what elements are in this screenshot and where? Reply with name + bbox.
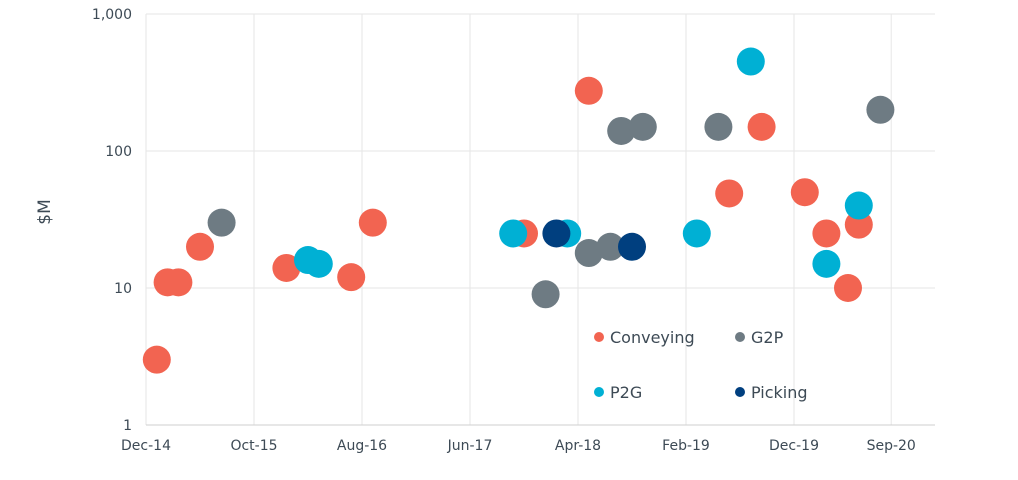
data-point-g2p [866,95,895,124]
data-point-conveying [164,268,193,297]
data-point-p2g [736,47,765,76]
data-point-g2p [596,232,625,261]
legend-marker [735,387,745,397]
data-point-conveying [142,345,171,374]
data-point-conveying [790,178,819,207]
data-point-p2g [499,219,528,248]
y-tick-label: 10 [114,281,132,297]
data-point-g2p [628,112,657,141]
legend-marker [594,387,604,397]
x-tick-label: Oct-15 [230,438,277,454]
data-points [142,47,895,374]
data-point-conveying [337,263,366,292]
data-point-g2p [207,208,236,237]
data-point-p2g [682,219,711,248]
y-tick-label: 100 [105,144,132,160]
x-tick-label: Feb-19 [662,438,710,454]
y-axis-ticks: 1 10 100 1,000 [92,7,132,434]
data-point-g2p [704,112,733,141]
data-point-p2g [304,249,333,278]
data-point-picking [542,219,571,248]
x-tick-label: Sep-20 [867,438,916,454]
data-point-conveying [812,219,841,248]
legend-label: Picking [751,383,808,402]
data-point-conveying [358,208,387,237]
data-point-conveying [186,232,214,261]
data-point-conveying [834,274,862,302]
legend-item-conveying: Conveying [594,328,695,347]
data-point-picking [618,232,646,261]
y-axis-label: $M [35,199,55,224]
data-point-conveying [715,179,744,208]
data-point-conveying [272,253,301,282]
legend-item-picking: Picking [735,383,808,402]
gridlines [145,13,935,426]
data-point-conveying [844,210,873,239]
data-point-p2g [844,191,873,220]
legend-item-p2g: P2G [594,383,642,402]
x-tick-label: Jun-17 [447,438,493,454]
legend-item-g2p: G2P [735,328,784,347]
x-tick-label: Dec-14 [121,438,171,454]
legend-label: P2G [610,383,642,402]
x-tick-label: Aug-16 [337,438,387,454]
legend-label: G2P [751,328,784,347]
x-tick-label: Dec-19 [769,438,819,454]
y-tick-label: 1,000 [92,7,132,23]
legend: Conveying G2P P2G Picking [594,328,808,402]
y-tick-label: 1 [123,418,132,434]
data-point-p2g [812,249,841,278]
data-point-conveying [574,76,603,105]
x-axis-ticks: Dec-14 Oct-15 Aug-16 Jun-17 Apr-18 Feb-19 Dec-… [121,438,916,454]
data-point-g2p [574,239,603,268]
x-tick-label: Apr-18 [555,438,601,454]
data-point-conveying [747,112,776,141]
legend-marker [735,332,745,342]
data-point-g2p [531,280,560,309]
data-point-g2p [607,116,636,145]
legend-marker [594,332,604,342]
legend-label: Conveying [610,328,695,347]
